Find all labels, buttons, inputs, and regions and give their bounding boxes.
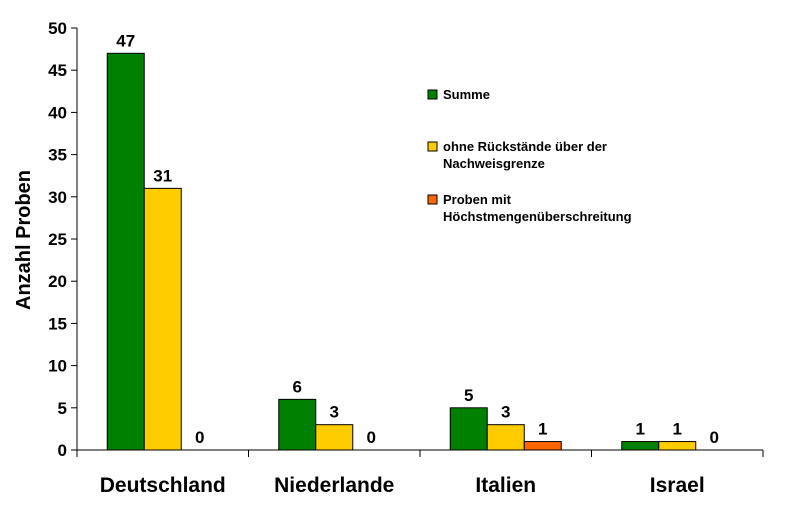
data-label: 47 bbox=[116, 31, 135, 50]
legend-label: Proben mit Höchstmengenüberschreitung bbox=[443, 192, 632, 224]
x-tick-label: Niederlande bbox=[274, 474, 394, 497]
legend-label: ohne Rückstände über der Nachweisgrenze bbox=[443, 139, 607, 171]
bar bbox=[278, 398, 317, 451]
data-label: 5 bbox=[464, 386, 473, 405]
data-label: 3 bbox=[501, 403, 510, 422]
bar bbox=[658, 441, 697, 451]
bar bbox=[315, 424, 354, 451]
y-tick-label: 40 bbox=[48, 103, 67, 122]
x-axis: Deutschland Niederlande Italien Israel bbox=[76, 450, 764, 497]
data-label: 0 bbox=[710, 428, 719, 447]
legend-swatch bbox=[427, 89, 438, 100]
y-tick-label: 15 bbox=[48, 314, 67, 333]
y-tick-label: 20 bbox=[48, 272, 67, 291]
bar bbox=[143, 187, 182, 451]
x-tick-label: Israel bbox=[650, 474, 705, 497]
data-label: 6 bbox=[293, 377, 302, 396]
y-tick-label: 25 bbox=[48, 230, 67, 249]
legend-swatch bbox=[427, 141, 438, 152]
bar bbox=[449, 407, 488, 451]
y-tick-label: 10 bbox=[48, 357, 67, 376]
legend-swatch bbox=[427, 194, 438, 205]
data-label: 0 bbox=[195, 428, 204, 447]
bars bbox=[106, 52, 697, 451]
x-tick-label: Deutschland bbox=[100, 474, 226, 497]
y-tick-label: 35 bbox=[48, 146, 67, 165]
y-tick-label: 45 bbox=[48, 61, 67, 80]
data-label: 1 bbox=[636, 420, 645, 439]
data-label: 3 bbox=[330, 403, 339, 422]
data-label: 31 bbox=[153, 166, 172, 185]
y-tick-label: 30 bbox=[48, 188, 67, 207]
data-label: 1 bbox=[673, 420, 682, 439]
y-tick-label: 50 bbox=[48, 19, 67, 38]
data-label: 0 bbox=[367, 428, 376, 447]
y-tick-label: 0 bbox=[58, 441, 67, 460]
bar bbox=[106, 52, 145, 451]
x-tick-label: Italien bbox=[475, 474, 536, 497]
y-tick-label: 5 bbox=[58, 399, 67, 418]
data-label: 1 bbox=[538, 420, 547, 439]
bar bbox=[523, 441, 562, 451]
legend: Summe ohne Rückstände über der Nachweisgre… bbox=[427, 87, 632, 224]
legend-label: Summe bbox=[443, 87, 490, 102]
bar bbox=[621, 441, 660, 451]
bar bbox=[486, 424, 525, 451]
y-axis: 0 5 10 15 20 25 30 35 40 45 50 bbox=[48, 19, 77, 460]
y-axis-label: Anzahl Proben bbox=[13, 170, 35, 310]
